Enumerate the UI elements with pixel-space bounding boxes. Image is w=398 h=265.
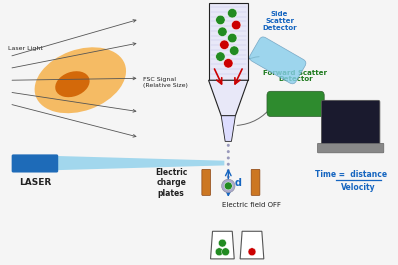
Polygon shape xyxy=(221,116,235,141)
Circle shape xyxy=(224,59,233,68)
Polygon shape xyxy=(209,3,248,80)
Circle shape xyxy=(248,248,256,256)
Ellipse shape xyxy=(35,47,126,113)
Text: Velocity: Velocity xyxy=(341,183,376,192)
Polygon shape xyxy=(57,156,224,170)
Circle shape xyxy=(227,163,230,166)
Text: Laser Light: Laser Light xyxy=(8,46,43,51)
Circle shape xyxy=(227,156,230,160)
Text: Forward Scatter
Detector: Forward Scatter Detector xyxy=(263,70,328,82)
Text: FSC Signal
(Relative Size): FSC Signal (Relative Size) xyxy=(143,77,188,88)
Circle shape xyxy=(219,239,226,247)
FancyBboxPatch shape xyxy=(318,143,384,153)
FancyBboxPatch shape xyxy=(12,154,58,173)
Text: Side
Scatter
Detector: Side Scatter Detector xyxy=(262,11,297,31)
Circle shape xyxy=(222,179,235,193)
Circle shape xyxy=(215,248,223,256)
Circle shape xyxy=(227,175,230,178)
Polygon shape xyxy=(209,80,248,116)
Polygon shape xyxy=(240,231,264,259)
Text: Electric
charge
plates: Electric charge plates xyxy=(155,168,187,198)
Text: d: d xyxy=(235,178,242,188)
Circle shape xyxy=(230,46,239,55)
FancyBboxPatch shape xyxy=(202,169,211,195)
FancyBboxPatch shape xyxy=(322,100,380,147)
Circle shape xyxy=(228,8,237,18)
FancyBboxPatch shape xyxy=(251,169,260,195)
Text: Time =  distance: Time = distance xyxy=(314,170,387,179)
Circle shape xyxy=(228,33,237,43)
Circle shape xyxy=(220,40,229,50)
Circle shape xyxy=(224,182,232,190)
Circle shape xyxy=(227,144,230,147)
Ellipse shape xyxy=(55,71,90,97)
Text: LASER: LASER xyxy=(19,178,51,187)
Circle shape xyxy=(218,27,227,37)
Circle shape xyxy=(227,169,230,172)
Circle shape xyxy=(216,52,225,61)
Circle shape xyxy=(232,20,241,30)
Circle shape xyxy=(227,150,230,153)
Polygon shape xyxy=(211,231,234,259)
Circle shape xyxy=(216,15,225,25)
Text: Electric field OFF: Electric field OFF xyxy=(222,202,281,209)
FancyBboxPatch shape xyxy=(267,91,324,117)
FancyBboxPatch shape xyxy=(250,37,306,84)
Circle shape xyxy=(222,248,230,256)
